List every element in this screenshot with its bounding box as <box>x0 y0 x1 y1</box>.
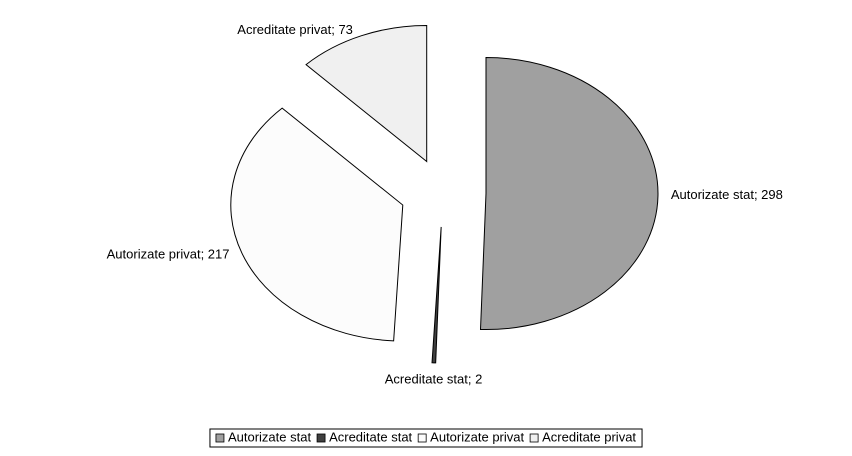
legend-swatch <box>417 433 427 443</box>
legend-label: Autorizate stat <box>228 429 311 444</box>
legend-swatch <box>316 433 326 443</box>
data-label: Acreditate privat; 73 <box>237 22 353 37</box>
legend-label: Acreditate stat <box>329 429 412 444</box>
legend-label: Acreditate privat <box>542 429 636 444</box>
data-label: Autorizate stat; 298 <box>671 187 783 202</box>
legend-label: Autorizate privat <box>430 429 524 444</box>
pie-slice <box>479 57 659 330</box>
data-label: Autorizate privat; 217 <box>107 247 230 262</box>
data-label: Acreditate stat; 2 <box>385 372 483 387</box>
pie-slice <box>431 226 442 364</box>
legend: Autorizate stat Acreditate stat Autorizate… <box>209 428 643 448</box>
legend-swatch <box>529 433 539 443</box>
pie-slice <box>305 25 428 163</box>
pie-slice <box>230 107 404 342</box>
legend-swatch <box>215 433 225 443</box>
